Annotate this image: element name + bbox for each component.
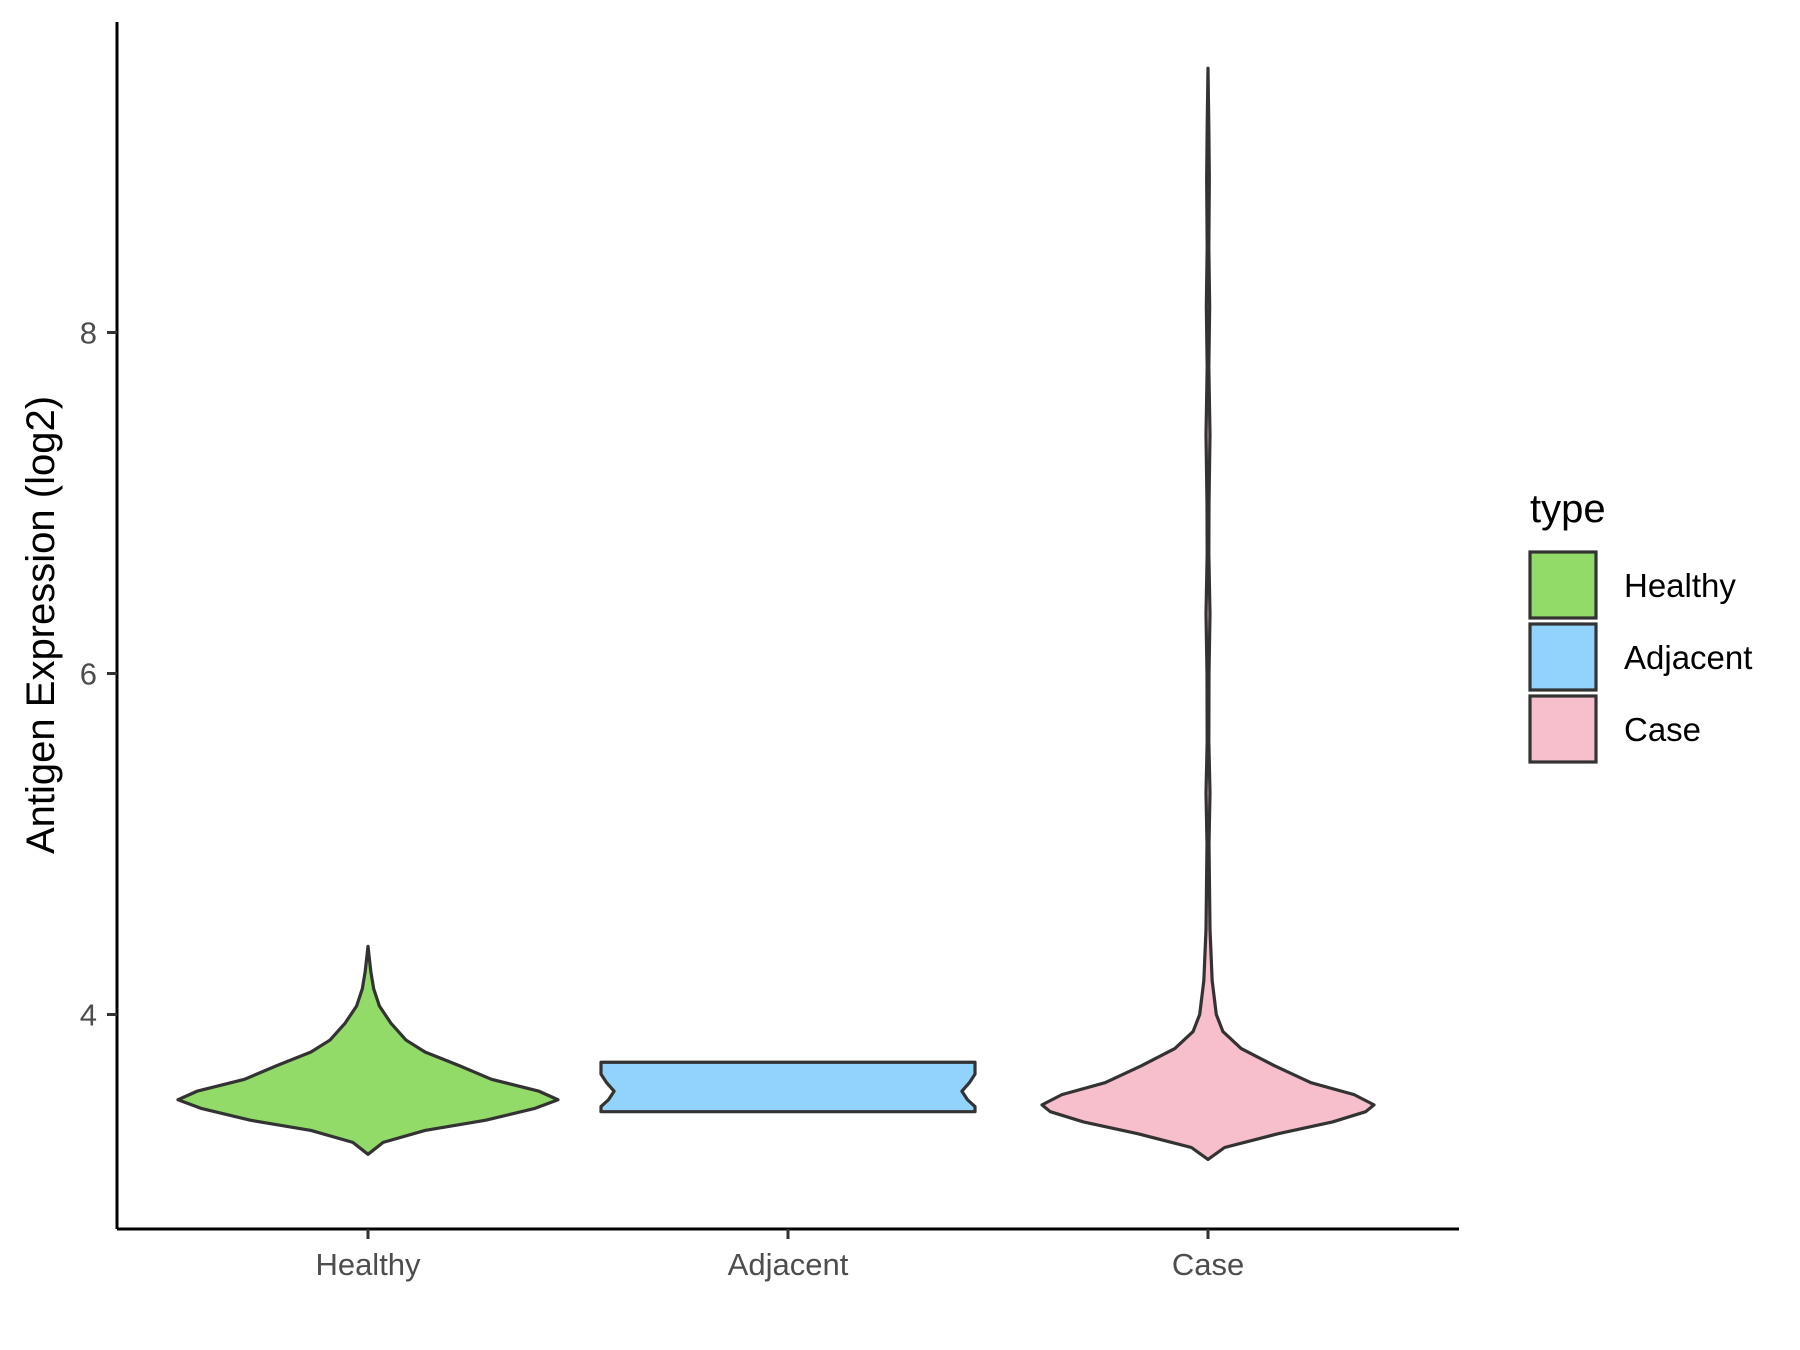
violin-case (1040, 66, 1376, 1162)
legend-key-healthy (1528, 550, 1598, 620)
violin-adjacent (599, 1060, 977, 1114)
x-tick-label: Adjacent (728, 1247, 849, 1282)
y-tick-label: 4 (80, 998, 97, 1033)
x-tick-label: Case (1172, 1247, 1244, 1282)
legend: type Healthy Adjacent Case (1528, 487, 1752, 764)
violin-group (176, 66, 1376, 1162)
y-tick-label: 8 (80, 316, 97, 351)
y-axis-title: Antigen Expression (log2) (19, 396, 63, 854)
legend-key-case (1528, 694, 1598, 764)
x-axis-ticks: Healthy Adjacent Case (315, 1229, 1244, 1282)
x-tick-label: Healthy (315, 1247, 421, 1282)
legend-title: type (1530, 487, 1606, 531)
y-tick-label: 6 (80, 657, 97, 692)
legend-label-adjacent: Adjacent (1624, 639, 1752, 676)
legend-key-adjacent (1528, 622, 1598, 692)
y-axis-ticks: 4 6 8 (80, 316, 117, 1033)
legend-label-healthy: Healthy (1624, 567, 1736, 604)
legend-label-case: Case (1624, 711, 1701, 748)
violin-healthy (176, 944, 560, 1156)
